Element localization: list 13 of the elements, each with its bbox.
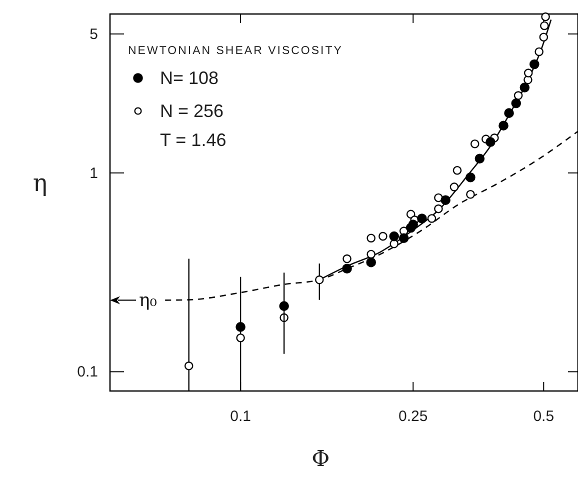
legend-label: N = 256 <box>160 101 224 121</box>
annotation: T = 1.46 <box>160 130 226 150</box>
x-tick-label: 0.25 <box>398 408 428 425</box>
y-tick-label: 0.1 <box>77 364 98 381</box>
y-tick-label: 1 <box>90 164 98 182</box>
legend-title: NEWTONIAN SHEAR VISCOSITY <box>128 45 343 57</box>
y-axis-title: η <box>32 169 48 198</box>
x-tick-label: 0.5 <box>533 408 554 425</box>
y-tick-label: 5 <box>90 26 98 43</box>
annotation: η₀ <box>139 290 157 312</box>
x-axis-title: Φ <box>312 447 330 472</box>
legend-label: N= 108 <box>160 68 219 88</box>
x-tick-label: 0.1 <box>230 408 251 425</box>
